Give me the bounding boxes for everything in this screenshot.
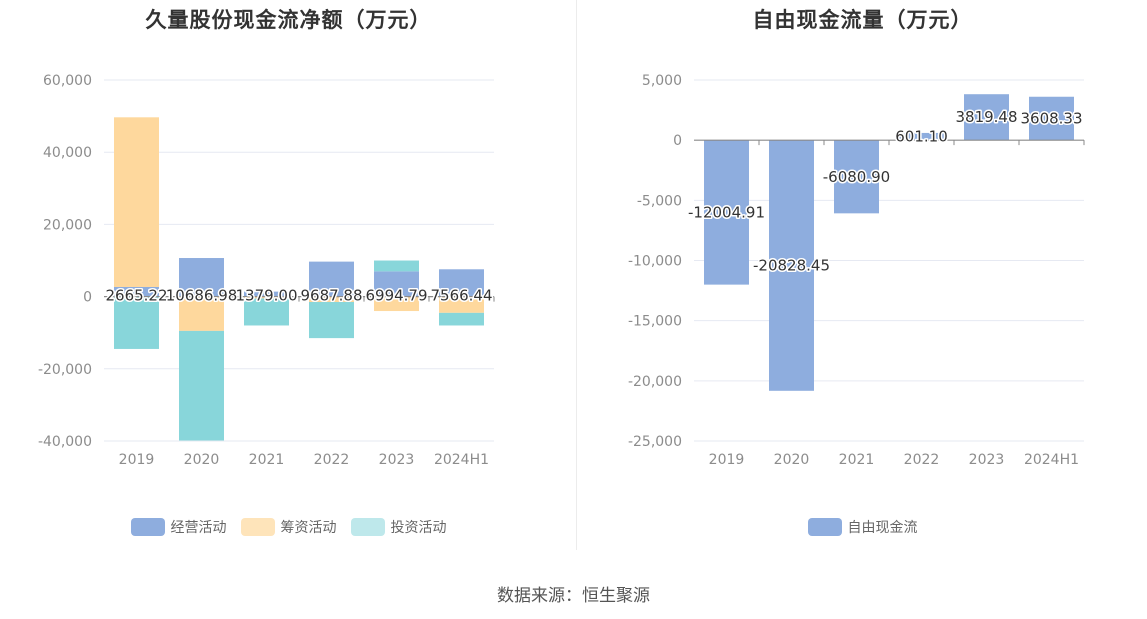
cash-flow-plot: 60,000 40,000 20,000 0 -20,000 -40,000 2019 202… (38, 73, 495, 468)
bar (244, 291, 289, 297)
data-label: 3819.48 (955, 108, 1017, 126)
bar (1029, 96, 1074, 141)
bar (309, 261, 354, 297)
bar (244, 298, 289, 326)
x-tick-label: 2023 (379, 452, 415, 468)
legend-label: 经营活动 (170, 520, 227, 536)
bar (704, 140, 749, 285)
y-tick-label: 5,000 (642, 73, 682, 89)
y-tick-label: -25,000 (628, 434, 682, 450)
legend-swatch (350, 518, 385, 536)
cash-flow-chart: 久量股份现金流净额（万元） 60,000 40,000 20,000 0 -20,000… (0, 0, 577, 560)
y-tick-label: 60,000 (43, 73, 92, 89)
bar (309, 296, 354, 303)
free-cash-flow-plot: 5,000 0 -5,000 -10,000 -15,000 -20,000 -25,000… (628, 73, 1085, 468)
x-tick-label: 2020 (774, 452, 810, 468)
legend-label: 投资活动 (390, 520, 447, 536)
data-label: 2665.22 (105, 287, 167, 305)
data-label: 601.10 (895, 128, 948, 146)
free-cash-flow-chart: 自由现金流量（万元） 5,000 0 -5,000 -10,000 -15,000 -20… (578, 0, 1147, 560)
bar (439, 312, 484, 326)
bar (114, 296, 159, 349)
bar (374, 271, 419, 297)
x-tick-label: 2021 (839, 452, 875, 468)
y-tick-label: -15,000 (628, 314, 682, 330)
legend-label: 自由现金流 (847, 520, 918, 536)
y-tick-label: -5,000 (637, 193, 682, 209)
bar (244, 296, 289, 299)
y-tick-label: -10,000 (628, 254, 682, 270)
bar (439, 269, 484, 297)
bar (179, 258, 224, 297)
bar (114, 117, 159, 287)
bar (899, 132, 944, 141)
y-tick-label: 0 (673, 133, 682, 149)
bar (374, 296, 419, 312)
legend-item[interactable]: 自由现金流 (807, 517, 918, 537)
chart-title: 久量股份现金流净额（万元） (145, 8, 432, 32)
bar (179, 330, 224, 441)
data-label: 6994.79 (365, 287, 427, 305)
y-tick-label: -20,000 (628, 374, 682, 390)
y-tick-label: -20,000 (38, 362, 92, 378)
data-label: 1379.00 (235, 287, 297, 305)
legend-item[interactable]: 经营活动 (130, 517, 227, 537)
data-label: 9687.88 (300, 287, 362, 305)
data-label: 3608.33 (1020, 109, 1082, 127)
data-label: -12004.91 (688, 203, 765, 221)
x-tick-label: 2020 (184, 452, 220, 468)
y-tick-label: -40,000 (38, 434, 92, 450)
bar (769, 140, 814, 391)
legend-item[interactable]: 筹资活动 (240, 517, 337, 537)
legend-item[interactable]: 投资活动 (350, 517, 447, 537)
x-tick-label: 2024H1 (434, 452, 489, 468)
bar (114, 286, 159, 297)
legend-swatch (807, 518, 842, 536)
data-label: 7566.44 (430, 287, 492, 305)
x-tick-label: 2022 (904, 452, 940, 468)
bar (309, 302, 354, 339)
data-label: 10686.98 (166, 287, 238, 305)
chart-title: 自由现金流量（万元） (752, 8, 973, 32)
legend: 经营活动 筹资活动 投资活动 (0, 517, 577, 537)
x-tick-label: 2024H1 (1024, 452, 1079, 468)
x-tick-label: 2019 (119, 452, 155, 468)
bar (374, 260, 419, 272)
x-tick-label: 2019 (709, 452, 745, 468)
x-tick-label: 2021 (249, 452, 285, 468)
legend-label: 筹资活动 (280, 520, 337, 536)
bar (964, 94, 1009, 141)
x-tick-label: 2023 (969, 452, 1005, 468)
legend-swatch (240, 518, 275, 536)
bar (439, 296, 484, 313)
legend: 自由现金流 (578, 517, 1147, 537)
bar (834, 140, 879, 214)
data-label: -20828.45 (753, 256, 830, 274)
y-tick-label: 40,000 (43, 145, 92, 161)
panel-divider (576, 0, 577, 550)
y-tick-label: 20,000 (43, 217, 92, 233)
data-source: 数据来源：恒生聚源 (497, 586, 650, 606)
bar (179, 296, 224, 331)
data-label: -6080.90 (823, 168, 890, 186)
x-tick-label: 2022 (314, 452, 350, 468)
legend-swatch (130, 518, 165, 536)
y-tick-label: 0 (83, 290, 92, 306)
